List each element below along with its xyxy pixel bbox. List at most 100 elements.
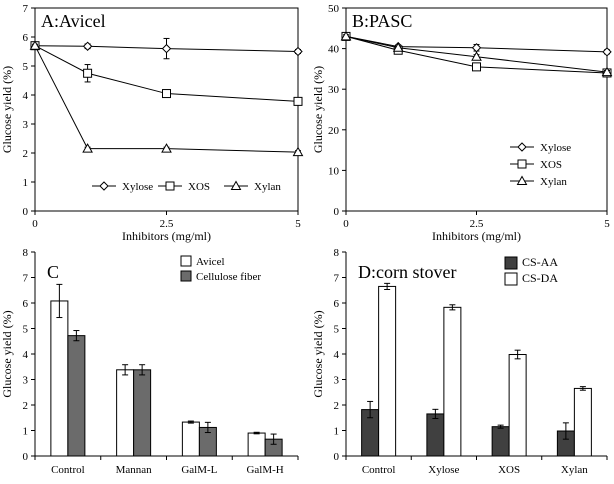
series-avicel [50,283,266,457]
series-line [345,35,608,74]
panel-title: B:PASC [352,11,412,31]
bar [426,413,445,457]
error-bar [270,433,277,445]
data-point [602,47,612,57]
y-tick-label: 1 [334,426,340,438]
data-point [471,51,482,61]
plot-frame [345,7,608,212]
legend-label: CS-DA [522,271,558,285]
y-tick-label: 7 [23,3,29,15]
bar [491,426,510,457]
y-tick-label: 30 [328,84,340,96]
y-tick-label: 0 [334,206,340,218]
y-tick-label: 4 [23,349,29,361]
legend-marker [165,181,175,191]
legend-swatch [180,255,192,267]
x-tick-label: Mannan [116,464,153,476]
data-point [293,96,303,106]
y-tick-label: 3 [23,119,29,131]
bar [67,335,86,457]
legend-item: XOS [158,181,210,193]
bar [50,300,69,457]
legend-label: CS-AA [522,255,558,269]
error-bar [139,364,146,376]
legend: CS-AA CS-DA [504,255,558,286]
series-xylan [340,30,613,77]
y-tick-label: 2 [23,148,29,160]
legend-item: Xylan [510,175,567,188]
y-tick-label: 5 [334,324,340,336]
x-tick-label: GalM-H [246,464,283,476]
bar [116,369,135,457]
legend-marker [230,180,242,190]
data-point [29,40,41,50]
legend-item: Cellulose fiber [180,270,261,283]
error-bar [187,420,194,424]
y-tick-label: 6 [23,32,29,44]
y-tick-label: 5 [23,324,29,336]
bar [247,432,266,457]
legend-marker [99,181,109,191]
x-tick-label: Xylose [428,464,459,476]
y-tick-label: 20 [328,125,340,137]
data-point [340,30,352,41]
panel-title: C [47,262,59,282]
series-cellulose-fiber [67,330,283,457]
legend-label: Xylan [254,181,281,193]
x-tick-label: 0 [343,218,349,230]
y-tick-label: 2 [23,400,29,412]
y-tick-label: 3 [23,375,29,387]
legend-label: XOS [540,159,562,171]
bar [133,369,152,457]
data-point [293,46,303,57]
y-tick-label: 8 [23,247,29,259]
panel-title: D:corn stover [358,262,456,282]
y-tick-label: 4 [334,349,340,361]
y-tick-label: 40 [328,44,340,56]
data-point [292,146,304,157]
y-axis-label: Glucose yield (%) [311,66,325,153]
y-axis-label: Glucose yield (%) [0,310,14,397]
error-bar [56,283,63,319]
bar [181,421,200,457]
bar [443,306,462,457]
legend: Xylose XOS Xylan [510,142,571,188]
y-tick-label: 1 [23,177,29,189]
y-tick-label: 2 [334,400,340,412]
data-point [392,42,404,52]
y-tick-label: 8 [334,247,340,259]
legend-marker [517,159,527,169]
x-tick-label: 0 [32,218,38,230]
legend-swatch [504,256,518,270]
error-bar [449,304,456,311]
bar [378,285,397,457]
y-tick-label: 10 [328,165,340,177]
legend-swatch [504,272,518,286]
legend-label: Xylose [540,142,571,154]
legend-item: Xylan [224,180,281,193]
y-tick-label: 5 [23,61,29,73]
y-tick-label: 4 [23,90,29,102]
error-bar [562,422,569,440]
series-line [34,45,299,52]
error-bar [73,330,80,342]
legend-item: Xylose [92,181,153,193]
y-tick-label: 1 [23,426,29,438]
data-point [82,143,93,153]
series-cs-da [378,282,592,457]
x-tick-label: Control [51,464,85,476]
legend-item: Avicel [180,255,225,268]
x-tick-label: 2.5 [470,218,484,230]
y-tick-label: 6 [23,298,29,310]
x-tick-label: GalM-L [181,464,217,476]
error-bar [384,282,391,290]
legend-swatch [180,270,192,282]
legend-label: Cellulose fiber [196,271,261,283]
error-bar [579,386,586,391]
y-tick-label: 0 [334,451,340,463]
legend-marker [516,175,528,185]
y-axis-label: Glucose yield (%) [0,66,14,153]
error-bar [253,431,260,435]
error-bar [122,364,129,376]
